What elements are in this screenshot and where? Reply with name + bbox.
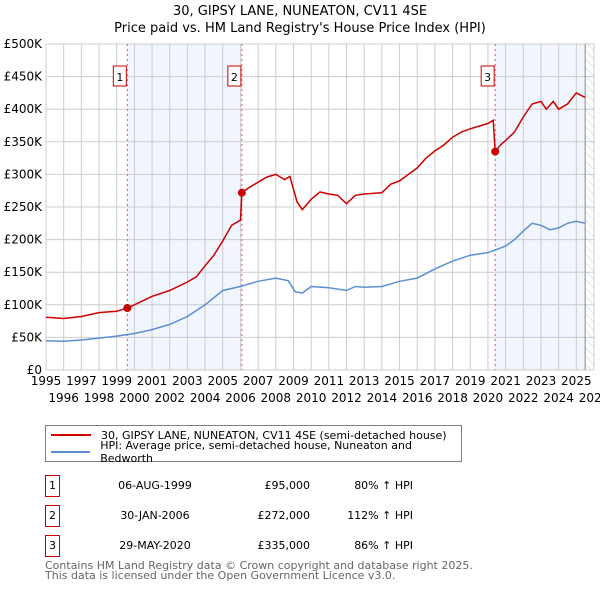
footer: Contains HM Land Registry data © Crown c… (45, 559, 473, 582)
y-tick-label: £100K (4, 298, 44, 312)
y-tick-label: £450K (4, 70, 44, 84)
sale-hpi-diff: 112% ↑ HPI (347, 509, 413, 522)
x-tick-label: 2003 (172, 374, 203, 388)
sale-price: £335,000 (257, 539, 311, 552)
x-tick-label: 2024 (543, 391, 574, 405)
legend: 30, GIPSY LANE, NUNEATON, CV11 4SE (semi… (45, 425, 462, 465)
chart-subtitle: Price paid vs. HM Land Registry's House … (114, 21, 486, 36)
x-tick-label: 2002 (154, 391, 185, 405)
x-tick-label: 1998 (84, 391, 115, 405)
chart-title: 30, GIPSY LANE, NUNEATON, CV11 4SE (172, 4, 428, 19)
x-tick-label: 2007 (243, 374, 274, 388)
sale-hpi-diff: 86% ↑ HPI (354, 539, 413, 552)
legend-property-swatch (51, 434, 91, 436)
sale-point (237, 188, 246, 197)
x-tick-label: 2008 (261, 391, 292, 405)
x-tick-label: 2019 (455, 374, 486, 388)
x-tick-label: 2012 (331, 391, 362, 405)
sale-marker-badge: 3 (45, 535, 60, 557)
y-tick-label: £50K (11, 330, 43, 344)
y-tick-label: £400K (4, 102, 44, 116)
sale-price: £95,000 (264, 479, 311, 492)
y-tick-label: £350K (4, 135, 44, 149)
sale-point (123, 304, 132, 313)
x-tick-label: 2004 (190, 391, 221, 405)
sale-price: £272,000 (257, 509, 311, 522)
sale-label: 2 (231, 71, 238, 84)
x-tick-label: 2025 (561, 374, 592, 388)
sale-hpi-diff: 80% ↑ HPI (354, 479, 413, 492)
table-row: 1 06-AUG-1999 £95,000 80% ↑ HPI (45, 475, 465, 497)
y-tick-label: £300K (4, 167, 44, 181)
sale-marker-badge: 1 (45, 475, 60, 497)
table-row: 2 30-JAN-2006 £272,000 112% ↑ HPI (45, 505, 465, 527)
y-tick-label: £0 (27, 363, 42, 377)
legend-hpi-label: HPI: Average price, semi-detached house,… (100, 439, 412, 465)
x-tick-label: 2017 (420, 374, 451, 388)
x-tick-label: 1995 (31, 374, 62, 388)
x-tick-label: 2022 (508, 391, 539, 405)
series-line (45, 220, 586, 343)
x-tick-label: 2014 (367, 391, 398, 405)
legend-hpi-swatch (51, 451, 91, 453)
sale-date: 06-AUG-1999 (118, 479, 192, 492)
legend-property-label: 30, GIPSY LANE, NUNEATON, CV11 4SE (semi… (101, 428, 447, 442)
y-tick-label: £250K (4, 200, 44, 214)
y-tick-label: £150K (4, 265, 44, 279)
x-tick-label: 2001 (137, 374, 168, 388)
footer-line-2: This data is licensed under the Open Gov… (45, 569, 396, 582)
x-tick-label: 2021 (490, 374, 521, 388)
price-chart: 1995 1996 1997 1998 1999 2000 2001 2002 2003 2004… (4, 37, 600, 405)
x-tick-label: 1996 (48, 391, 79, 405)
x-tick-label: 1999 (101, 374, 132, 388)
x-tick-label: 2016 (402, 391, 433, 405)
x-tick-label: 2018 (437, 391, 468, 405)
sale-label: 3 (484, 71, 491, 84)
x-tick-label: 2013 (349, 374, 380, 388)
x-tick-label: 2011 (314, 374, 345, 388)
x-tick-label: 2005 (208, 374, 239, 388)
sale-point (491, 147, 500, 156)
footer-line-1: Contains HM Land Registry data © Crown c… (45, 559, 473, 572)
sale-label-box (112, 65, 127, 87)
x-tick-label: 2000 (119, 391, 150, 405)
sale-label-box (227, 65, 242, 87)
x-tick-label: 2006 (225, 391, 256, 405)
x-tick-label: 2026 (579, 391, 600, 405)
sale-marker-badge: 2 (45, 505, 60, 527)
x-tick-label: 2015 (384, 374, 415, 388)
x-tick-label: 2020 (473, 391, 504, 405)
x-tick-label: 2010 (296, 391, 327, 405)
table-row: 3 29-MAY-2020 £335,000 86% ↑ HPI (45, 535, 465, 557)
sale-date: 30-JAN-2006 (120, 509, 190, 522)
y-tick-label: £500K (4, 37, 44, 51)
x-tick-label: 2023 (526, 374, 557, 388)
sale-label-box (480, 65, 495, 87)
y-tick-label: £200K (4, 233, 44, 247)
series-line (45, 91, 586, 320)
sale-date: 29-MAY-2020 (119, 539, 191, 552)
x-tick-label: 1997 (66, 374, 97, 388)
sale-label: 1 (116, 71, 123, 84)
x-tick-label: 2009 (278, 374, 309, 388)
